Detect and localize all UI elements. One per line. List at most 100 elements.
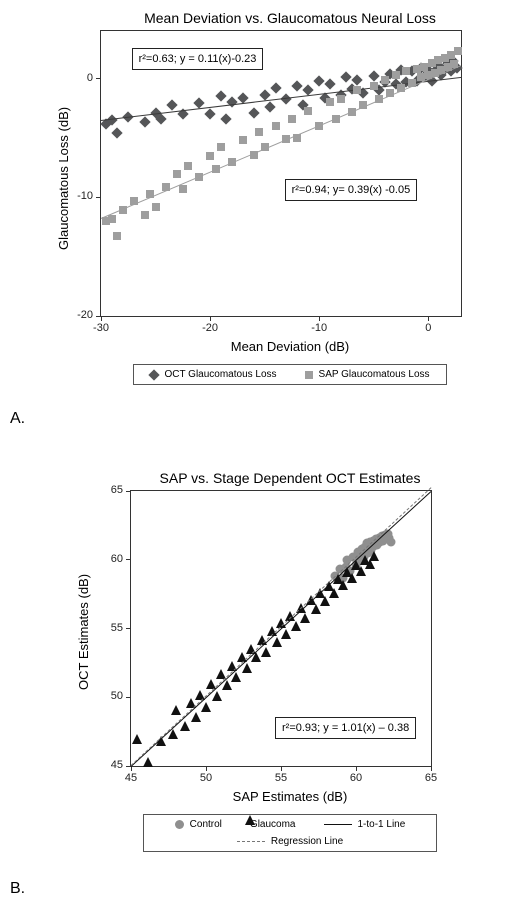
x-tick-label: 60 [344,772,368,784]
data-point [119,206,127,214]
data-point [370,82,378,90]
data-point [259,89,270,100]
x-tick [428,316,429,321]
legend-label: Regression Line [271,836,343,847]
data-point [386,89,394,97]
legend-item: OCT Glaucomatous Loss [150,369,276,380]
y-tick [126,491,131,492]
chartA-xlabel: Mean Deviation (dB) [80,339,500,354]
legend-swatch [245,815,255,825]
y-tick-label: -10 [63,190,93,202]
legend-swatch [324,824,352,825]
y-tick [96,78,101,79]
legend-swatch [175,820,184,829]
data-point [194,98,205,109]
data-point [281,93,292,104]
data-point [113,232,121,240]
data-point [166,99,177,110]
data-point [195,173,203,181]
x-tick-label: 50 [194,772,218,784]
data-point [314,75,325,86]
legend-swatch [305,371,313,379]
data-point [206,152,214,160]
data-point [152,203,160,211]
y-tick-label: -20 [63,309,93,321]
data-point [191,712,201,722]
y-tick [96,316,101,317]
y-tick [126,559,131,560]
data-point [201,702,211,712]
data-point [168,729,178,739]
data-point [179,185,187,193]
x-tick [210,316,211,321]
y-tick [126,697,131,698]
figure-label-b: B. [10,880,25,898]
data-point [248,107,259,118]
chartA-plot: -30-20-100-20-100r²=0.63; y = 0.11(x)-0.… [100,30,462,317]
legend-swatch [149,369,160,380]
data-point [272,122,280,130]
data-point [408,79,416,87]
data-point [112,127,123,138]
x-tick [101,316,102,321]
legend-label: OCT Glaucomatous Loss [164,369,276,380]
data-point [261,143,269,151]
x-tick [206,766,207,771]
data-point [141,211,149,219]
data-point [228,158,236,166]
chartA-legend: OCT Glaucomatous Loss SAP Glaucomatous Lo… [133,364,447,385]
chartB-title: SAP vs. Stage Dependent OCT Estimates [100,470,480,486]
legend-label: Control [190,819,222,830]
data-point [162,183,170,191]
data-point [293,134,301,142]
data-point [296,603,306,613]
data-point [359,101,367,109]
data-point [221,113,232,124]
data-point [250,151,258,159]
chartB-ylabel: OCT Estimates (dB) [76,574,91,690]
x-tick-label: -10 [307,322,331,334]
data-point [132,734,142,744]
data-point [130,197,138,205]
data-point [304,107,312,115]
y-tick-label: 60 [93,553,123,565]
data-point [177,108,188,119]
legend-swatch [237,841,265,842]
x-tick [356,766,357,771]
data-point [337,95,345,103]
data-point [402,67,410,75]
x-tick-label: 45 [119,772,143,784]
data-point [204,108,215,119]
data-point [195,690,205,700]
y-tick [96,197,101,198]
legend-label: Glaucoma [250,819,296,830]
annotation-box: r²=0.94; y= 0.39(x) -0.05 [285,179,418,201]
y-tick-label: 65 [93,484,123,496]
data-point [450,60,458,68]
data-point [386,537,395,546]
data-point [300,613,310,623]
legend-item: SAP Glaucomatous Loss [305,369,430,380]
data-point [324,79,335,90]
data-point [123,111,134,122]
data-point [341,72,352,83]
data-point [139,117,150,128]
data-point [184,162,192,170]
y-tick-label: 50 [93,690,123,702]
data-point [226,97,237,108]
chartA-ylabel: Glaucomatous Loss (dB) [56,107,71,250]
data-point [270,82,281,93]
y-tick-label: 45 [93,759,123,771]
chartA-title: Mean Deviation vs. Glaucomatous Neural L… [80,10,500,26]
x-tick [131,766,132,771]
data-point [303,85,314,96]
data-point [315,122,323,130]
figure-label-a: A. [10,410,25,428]
x-tick [319,316,320,321]
y-tick-label: 55 [93,622,123,634]
data-point [353,86,361,94]
data-point [215,91,226,102]
x-tick-label: -30 [89,322,113,334]
data-point [392,71,400,79]
x-tick [431,766,432,771]
